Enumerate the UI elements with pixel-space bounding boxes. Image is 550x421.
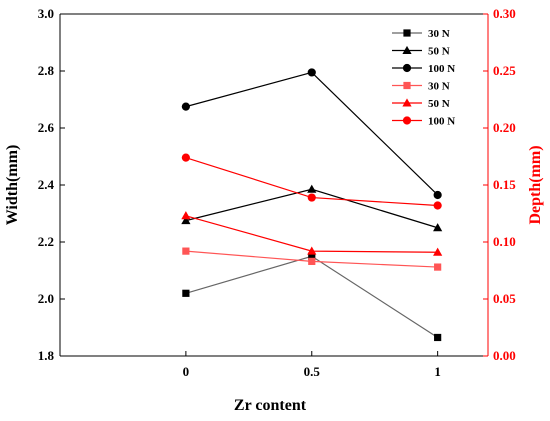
legend-marker	[402, 116, 412, 125]
data-point	[307, 246, 317, 255]
data-point	[307, 184, 317, 193]
y-left-tick-label: 1.8	[38, 348, 55, 363]
series-3	[181, 68, 442, 200]
legend-item: 100 N	[392, 116, 455, 128]
series-4	[182, 247, 442, 271]
legend-item: 50 N	[392, 98, 450, 110]
x-tick-label: 0.5	[304, 364, 321, 379]
data-point	[434, 263, 442, 271]
y-left-tick-label: 2.0	[38, 291, 54, 306]
series-layer	[181, 68, 443, 342]
legend-label: 30 N	[428, 28, 450, 40]
data-point	[181, 102, 190, 111]
series-2	[181, 184, 443, 232]
legend: 30 N 50 N 100 N 30 N 50 N 100 N	[392, 28, 455, 128]
series-5	[181, 211, 443, 256]
data-point	[181, 153, 190, 162]
y-left-tick-label: 3.0	[38, 6, 54, 21]
y-axis-right-title: Depth(mm)	[527, 145, 544, 224]
x-axis-title: Zr content	[234, 397, 307, 414]
y-right-tick-label: 0.25	[493, 63, 516, 78]
data-point	[433, 247, 443, 256]
data-point	[433, 223, 443, 232]
y-left-tick-label: 2.8	[38, 63, 55, 78]
x-tick-label: 0	[183, 364, 190, 379]
series-1	[182, 252, 442, 342]
y-right-tick-label: 0.30	[493, 6, 516, 21]
data-point	[308, 252, 316, 260]
legend-label: 50 N	[428, 46, 450, 58]
legend-item: 100 N	[392, 63, 455, 75]
data-point	[181, 216, 191, 225]
data-point	[181, 211, 191, 220]
series-6	[181, 153, 442, 210]
data-point	[307, 193, 316, 202]
legend-item: 30 N	[392, 28, 450, 40]
data-point	[182, 247, 190, 255]
y-right-tick-label: 0.20	[493, 120, 516, 135]
legend-item: 30 N	[392, 81, 450, 93]
y-left-tick-label: 2.4	[38, 177, 55, 192]
y-axis-left-title: Width(mm)	[4, 145, 21, 226]
data-point	[182, 289, 190, 297]
legend-item: 50 N	[392, 46, 450, 58]
y-left-tick-label: 2.6	[38, 120, 55, 135]
series-line	[185, 255, 438, 338]
legend-label: 30 N	[428, 81, 450, 93]
data-point	[307, 68, 316, 77]
y-left-tick-label: 2.2	[38, 234, 54, 249]
legend-label: 100 N	[428, 116, 455, 128]
data-point	[433, 201, 442, 210]
legend-label: 100 N	[428, 63, 455, 75]
legend-marker	[402, 45, 412, 54]
y-right-tick-label: 0.05	[493, 291, 516, 306]
data-point	[433, 190, 442, 200]
y-right-tick-label: 0.00	[493, 348, 516, 363]
y-right-tick-label: 0.15	[493, 177, 516, 192]
legend-marker	[402, 98, 412, 107]
data-point	[308, 257, 316, 265]
legend-marker	[403, 29, 411, 37]
data-point	[434, 333, 442, 342]
axes-layer: 1.8 2.0 2.2 2.4 2.6 2.8 3.0 0.00 0.05 0.10 0.15 0.2…	[38, 6, 517, 379]
legend-marker	[403, 81, 411, 90]
series-line	[185, 71, 439, 196]
y-right-tick-label: 0.10	[493, 234, 516, 249]
legend-label: 50 N	[428, 98, 450, 110]
legend-marker	[402, 63, 412, 73]
x-tick-label: 1	[434, 364, 441, 379]
